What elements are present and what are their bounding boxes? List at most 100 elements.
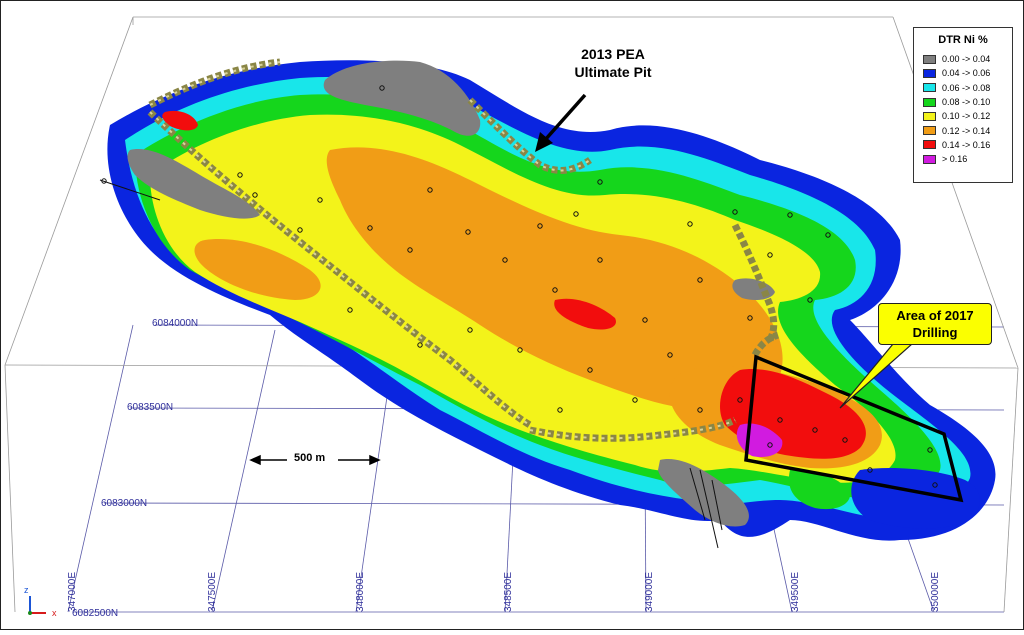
pit-annotation: 2013 PEA Ultimate Pit: [548, 45, 678, 81]
drill-collar: [379, 85, 385, 91]
easting-label-1: 347000E: [67, 571, 78, 612]
drill-collar: [667, 352, 673, 358]
legend-item-label: > 0.16: [942, 154, 968, 165]
legend-item: > 0.16: [923, 152, 1012, 166]
northing-label-2: 6083500N: [127, 402, 174, 413]
drill-collar: [597, 179, 603, 185]
easting-label-3: 348000E: [355, 571, 366, 612]
grid-line: [904, 529, 935, 613]
scale-bar: [249, 454, 381, 466]
drill-collar: [867, 467, 873, 473]
drill-collar: [347, 307, 353, 313]
drill-collar: [642, 317, 648, 323]
drill-collar: [467, 327, 473, 333]
drill-collar: [767, 252, 773, 258]
drill-collar: [552, 287, 558, 293]
drill-collar: [597, 257, 603, 263]
easting-label-2: 347500E: [207, 571, 218, 612]
legend-item: 0.14 -> 0.16: [923, 138, 1012, 152]
drill-traces: [99, 179, 723, 549]
northing-label-4: 6082500N: [72, 608, 119, 619]
legend-swatch: [923, 97, 936, 107]
drill-collar: [825, 232, 831, 238]
drill-collar: [417, 342, 423, 348]
drill-collar: [812, 427, 818, 433]
drill-collar: [427, 187, 433, 193]
zone-red-small-2: [162, 110, 198, 131]
drill-collar: [697, 407, 703, 413]
northing-label-1: 6084000N: [152, 318, 199, 329]
drill-collar: [517, 347, 523, 353]
legend-title: DTR Ni %: [938, 34, 988, 46]
legend-swatch: [923, 54, 936, 64]
zone-gray-north: [323, 60, 481, 136]
legend-item-label: 0.14 -> 0.16: [942, 139, 991, 150]
drill-collar: [367, 225, 373, 231]
legend-item: 0.06 -> 0.08: [923, 81, 1012, 95]
drill-collar: [465, 229, 471, 235]
legend-swatch: [923, 83, 936, 93]
drilling-area-outline: [744, 354, 964, 503]
zone-orange-west: [194, 239, 321, 300]
drill-collar: [807, 297, 813, 303]
easting-label-5: 349000E: [644, 571, 655, 612]
grid-line: [211, 329, 276, 613]
drill-collar: [632, 397, 638, 403]
axes-triad-icon: [28, 596, 46, 615]
zone-gray-south: [658, 459, 749, 527]
grid-line: [67, 324, 134, 613]
pit-annotation-line1: 2013 PEA: [581, 46, 645, 62]
callout-line1: Area of 2017: [896, 308, 974, 323]
legend-swatch: [923, 154, 936, 164]
legend-item-label: 0.12 -> 0.14: [942, 125, 991, 136]
legend-item: 0.04 -> 0.06: [923, 66, 1012, 80]
drill-collar: [537, 223, 543, 229]
drill-collar: [747, 315, 753, 321]
drill-collar: [927, 447, 933, 453]
drill-collar: [767, 442, 773, 448]
drill-collar: [557, 407, 563, 413]
drill-collar: [573, 211, 579, 217]
easting-label-6: 349500E: [790, 571, 801, 612]
drill-collar: [687, 221, 693, 227]
zone-gray-west: [127, 149, 261, 219]
zone-blue-east: [851, 468, 980, 529]
zone-green-east: [788, 469, 851, 510]
drill-collar: [777, 417, 783, 423]
grade-legend: DTR Ni % 0.00 -> 0.04 0.04 -> 0.06 0.06 …: [913, 27, 1013, 183]
legend-item: 0.10 -> 0.12: [923, 109, 1012, 123]
pit-annotation-line2: Ultimate Pit: [574, 64, 652, 80]
drill-collar: [842, 437, 848, 443]
easting-label-4: 348500E: [503, 571, 514, 612]
pit-wall-highlights: [149, 61, 736, 440]
legend-item-label: 0.04 -> 0.06: [942, 68, 991, 79]
drill-collar: [317, 197, 323, 203]
legend-item: 0.12 -> 0.14: [923, 123, 1012, 137]
drill-collar: [787, 212, 793, 218]
coordinate-grid: [67, 324, 1005, 613]
model-zones: [107, 60, 996, 541]
drilling-area-callout: Area of 2017 Drilling: [878, 303, 992, 345]
drill-hole-collars: [101, 85, 938, 488]
pit-arrow: [535, 93, 587, 152]
legend-swatch: [923, 126, 936, 136]
legend-item-label: 0.10 -> 0.12: [942, 111, 991, 122]
grid-line: [771, 519, 793, 613]
legend-swatch: [923, 111, 936, 121]
legend-swatch: [923, 140, 936, 150]
legend-item: 0.00 -> 0.04: [923, 52, 1012, 66]
drill-collar: [697, 277, 703, 283]
axis-x-label: x: [52, 608, 57, 618]
easting-label-7: 350000E: [930, 571, 941, 612]
drill-collar: [297, 227, 303, 233]
drill-collar: [587, 367, 593, 373]
northing-label-3: 6083000N: [101, 498, 148, 509]
drill-collar: [237, 172, 243, 178]
legend-swatch: [923, 68, 936, 78]
axis-z-label: z: [24, 585, 29, 595]
scale-bar-label: 500 m: [294, 452, 326, 464]
drill-collar: [252, 192, 258, 198]
zone-orange: [326, 147, 783, 410]
legend-list: 0.00 -> 0.04 0.04 -> 0.06 0.06 -> 0.08 0…: [923, 52, 1012, 166]
